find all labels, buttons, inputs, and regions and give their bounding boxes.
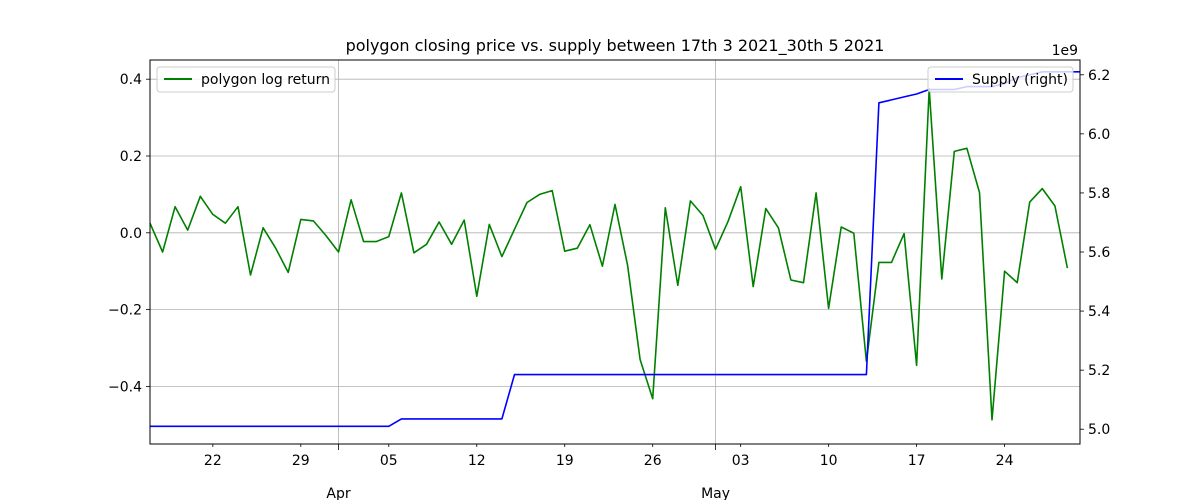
- y-right-tick-label: 5.8: [1088, 186, 1110, 202]
- x-major-tick-label: Apr: [326, 486, 350, 500]
- y-right-tick-label: 6.2: [1088, 68, 1110, 84]
- y-left-tick-label: −0.4: [108, 379, 142, 395]
- y-left-tick-label: 0.0: [120, 226, 142, 242]
- x-minor-tick-label: 26: [644, 453, 662, 469]
- legend-left-frame: [156, 66, 336, 93]
- x-minor-tick-label: 29: [292, 453, 310, 469]
- x-minor-tick-label: 19: [556, 453, 574, 469]
- y-right-tick-label: 5.0: [1088, 422, 1110, 438]
- legend-right-label: Supply (right): [972, 72, 1068, 88]
- right-axis-offset-label: 1e9: [1052, 43, 1078, 59]
- legend-right-frame: [927, 66, 1074, 93]
- y-right-tick-label: 5.4: [1088, 304, 1110, 320]
- legend-left-label: polygon log return: [201, 72, 330, 88]
- y-right-tick-label: 6.0: [1088, 127, 1110, 143]
- x-minor-tick-label: 24: [996, 453, 1014, 469]
- y-right-tick-label: 5.6: [1088, 245, 1110, 261]
- x-minor-tick-label: 05: [380, 453, 398, 469]
- x-minor-tick-label: 03: [732, 453, 750, 469]
- chart-title: polygon closing price vs. supply between…: [346, 36, 885, 56]
- x-major-tick-label: May: [701, 486, 730, 500]
- axes: −0.4 −0.2 0.0 0.2 0.4 5.0 5.2 5.4 5.6 5.8 6.0 6.2 22…: [108, 68, 1110, 500]
- legend-right: Supply (right): [927, 66, 1074, 93]
- x-minor-tick-label: 10: [820, 453, 838, 469]
- x-minor-tick-label: 17: [908, 453, 926, 469]
- legend-left: polygon log return: [156, 66, 336, 93]
- x-minor-tick-label: 22: [204, 453, 222, 469]
- y-left-tick-label: −0.2: [108, 303, 142, 319]
- y-left-tick-label: 0.2: [120, 149, 142, 165]
- y-left-tick-label: 0.4: [120, 72, 142, 88]
- series-line-log-return: [149, 88, 1069, 421]
- y-right-tick-label: 5.2: [1088, 363, 1110, 379]
- x-minor-tick-label: 12: [468, 453, 486, 469]
